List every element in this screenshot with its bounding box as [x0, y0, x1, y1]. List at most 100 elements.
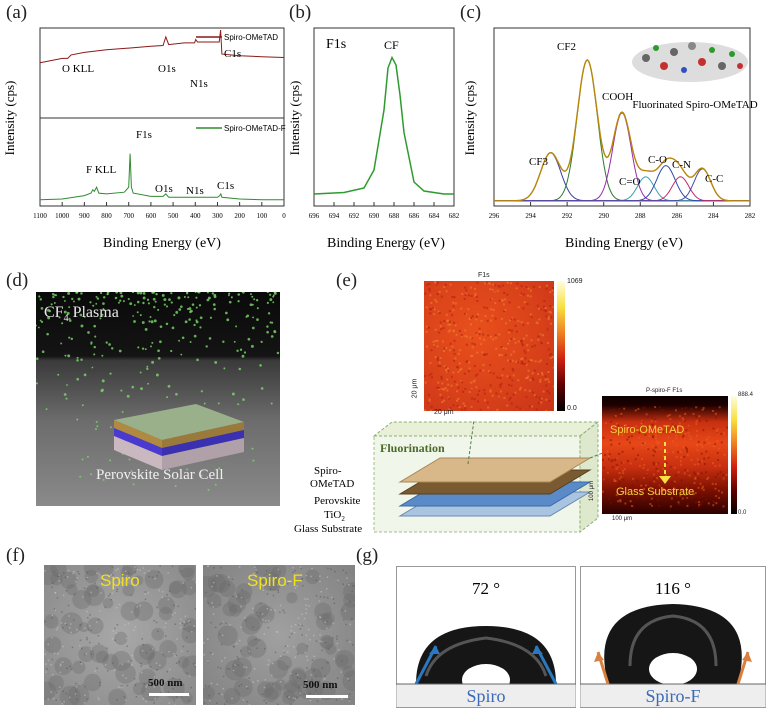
- f1s-map-side-colorbar: [731, 396, 737, 514]
- legend-a-spiro-label: Spiro-OMeTAD: [224, 33, 278, 42]
- chart-b-xtick-label-4: 688: [389, 212, 400, 220]
- chart-b-xtick-label-5: 686: [409, 212, 420, 220]
- annot-a-f1s: F1s: [136, 129, 152, 141]
- chart-b-xtick-label-3: 690: [369, 212, 380, 220]
- f1s-map-side-max: 888.4: [738, 392, 754, 398]
- chart-c-xtick-label-6: 284: [708, 212, 719, 220]
- annot-c-cooh: COOH: [602, 91, 633, 103]
- sem-image-spiro-f: Spiro-F 500 nm: [203, 565, 355, 705]
- chart-a-xtick-label-2: 900: [79, 212, 90, 220]
- chart-c-frame: [493, 27, 751, 207]
- f1s-map-top-max: 1069: [567, 278, 583, 285]
- contact-angle-left-value: 72 °: [472, 579, 500, 598]
- chart-a-ticks: 1100 1000 900 800 700 600 500 400 300 200 100 0: [33, 202, 286, 220]
- inset-label-c: Fluorinated Spiro-OMeTAD: [632, 99, 757, 111]
- chart-c-xlabel: Binding Energy (eV): [565, 236, 683, 251]
- chart-a-xtick-label-10: 100: [257, 212, 268, 220]
- f1s-map-side-title: P-spiro-F F1s: [646, 388, 683, 394]
- f1s-map-top-colorbar: [557, 281, 565, 411]
- panel-label-b: (b): [289, 2, 312, 23]
- f1s-map-top-scale-x: 20 μm: [434, 409, 454, 416]
- f1s-map-top-title: F1s: [478, 272, 490, 279]
- f1s-map-side-scale-x: 100 μm: [612, 516, 633, 522]
- annot-c-c-o: C-O: [648, 154, 667, 166]
- annot-c-c-n: C-N: [672, 159, 691, 171]
- annot-a-o1s-f: O1s: [155, 183, 173, 195]
- panel-label-g: (g): [356, 545, 379, 566]
- chart-c-xtick-label-7: 282: [745, 212, 756, 220]
- molecule-inset-icon: [632, 42, 748, 82]
- chart-c-xtick-label-1: 294: [525, 212, 536, 220]
- plasma-particles: [36, 292, 280, 491]
- annot-c-cf3: CF3: [529, 156, 548, 168]
- sem-scalebar-left: 500 nm: [148, 677, 183, 689]
- annot-b-cf: CF: [384, 38, 399, 52]
- chart-b-frame: [313, 27, 455, 207]
- chart-a-xtick-label-11: 0: [282, 212, 286, 220]
- sem-image-spiro: Spiro 500 nm: [44, 565, 196, 705]
- chart-c-xtick-label-0: 296: [489, 212, 500, 220]
- chart-c-xtick-label-4: 288: [635, 212, 646, 220]
- panel-label-d: (d): [6, 270, 29, 291]
- chart-b: 696 694 692 690 688 686 684 682 F1s CF Intensit…: [290, 27, 460, 251]
- f1s-map-top-scale-y: 20 μm: [411, 378, 419, 399]
- chart-a: 1100 1000 900 800 700 600 500 400 300 200 100 0 Int…: [2, 27, 286, 251]
- chart-b-series-0: [313, 55, 454, 195]
- sem-label-spiro: Spiro: [100, 571, 140, 590]
- sem-texture-left: [44, 565, 196, 705]
- chart-a-xtick-label-0: 1100: [33, 212, 47, 220]
- chart-a-xtick-label-6: 500: [168, 212, 179, 220]
- f1s-map-top-noise: [424, 281, 556, 413]
- chart-a-xtick-label-7: 400: [190, 212, 201, 220]
- chart-c-xtick-label-3: 290: [598, 212, 609, 220]
- panel-label-c: (c): [460, 2, 482, 23]
- sem-label-spiro-f: Spiro-F: [247, 571, 303, 590]
- sem-texture-right: [203, 565, 355, 705]
- f1s-map-top: [424, 281, 556, 413]
- chart-a-ylabel: Intensity (cps): [2, 81, 17, 156]
- annot-a-okll: O KLL: [62, 63, 94, 75]
- stack-layer-glass: Glass Substrate: [294, 523, 362, 535]
- chart-c: 296 294 292 290 288 286 284 282 Intensity (cps)…: [462, 27, 758, 251]
- chart-b-ticks: 696 694 692 690 688 686 684 682: [309, 202, 460, 220]
- f1s-map-side-scale-y: 100 μm: [589, 480, 596, 502]
- chart-b-series-group: [313, 55, 454, 195]
- droplet-left-shape: [416, 626, 556, 684]
- annot-a-c1s: C1s: [224, 48, 241, 60]
- chart-a-series-0: [39, 29, 285, 64]
- stack-layer-perovskite: Perovskite: [314, 495, 361, 507]
- chart-a-frame: [39, 27, 285, 207]
- panel-label-f: (f): [6, 545, 25, 566]
- annot-c-c-c: C-C: [705, 173, 723, 185]
- chart-c-envelope: [494, 58, 750, 202]
- chart-c-xtick-label-5: 286: [672, 212, 683, 220]
- droplet-right-shape: [604, 604, 742, 684]
- chart-b-ylabel: Intensity (cps): [290, 81, 302, 156]
- contact-angle-right-label: Spiro-F: [645, 686, 700, 706]
- side-map-top-label: Spiro-OMeTAD: [610, 424, 685, 436]
- stack-layer-spiro-1: Spiro-: [314, 465, 342, 477]
- legend-a-spirof-label: Spiro-OMeTAD-F: [224, 124, 286, 133]
- chart-a-xtick-label-3: 800: [101, 212, 112, 220]
- chart-a-series-group: [39, 29, 285, 201]
- chart-b-xtick-label-0: 696: [309, 212, 320, 220]
- annot-a-o1s: O1s: [158, 63, 176, 75]
- chart-b-title: F1s: [326, 37, 346, 52]
- annot-c-cf2: CF2: [557, 41, 576, 53]
- panel-label-a: (a): [6, 2, 28, 23]
- chart-b-xtick-label-1: 694: [329, 212, 340, 220]
- chart-a-xlabel: Binding Energy (eV): [103, 236, 221, 251]
- stack-title: Fluorination: [380, 441, 445, 455]
- contact-angle-left-label: Spiro: [466, 686, 505, 706]
- plasma-render-image: CF4 Plasma Perovskite Solar Cell: [36, 292, 280, 506]
- chart-a-xtick-label-4: 700: [123, 212, 134, 220]
- chart-c-ylabel: Intensity (cps): [462, 81, 477, 156]
- chart-b-xtick-label-7: 682: [449, 212, 460, 220]
- contact-angle-spiro: 72 ° Spiro: [396, 566, 576, 708]
- f1s-map-side: Spiro-OMeTAD Glass Substrate: [602, 396, 730, 514]
- chart-a-xtick-label-5: 600: [146, 212, 157, 220]
- fluorination-stack-diagram: Fluorination Spiro- OMeTAD Perovskite Ti…: [294, 420, 610, 535]
- chart-a-series-1: [39, 153, 284, 201]
- chart-a-xtick-label-9: 200: [234, 212, 245, 220]
- chart-a-xtick-label-1: 1000: [55, 212, 70, 220]
